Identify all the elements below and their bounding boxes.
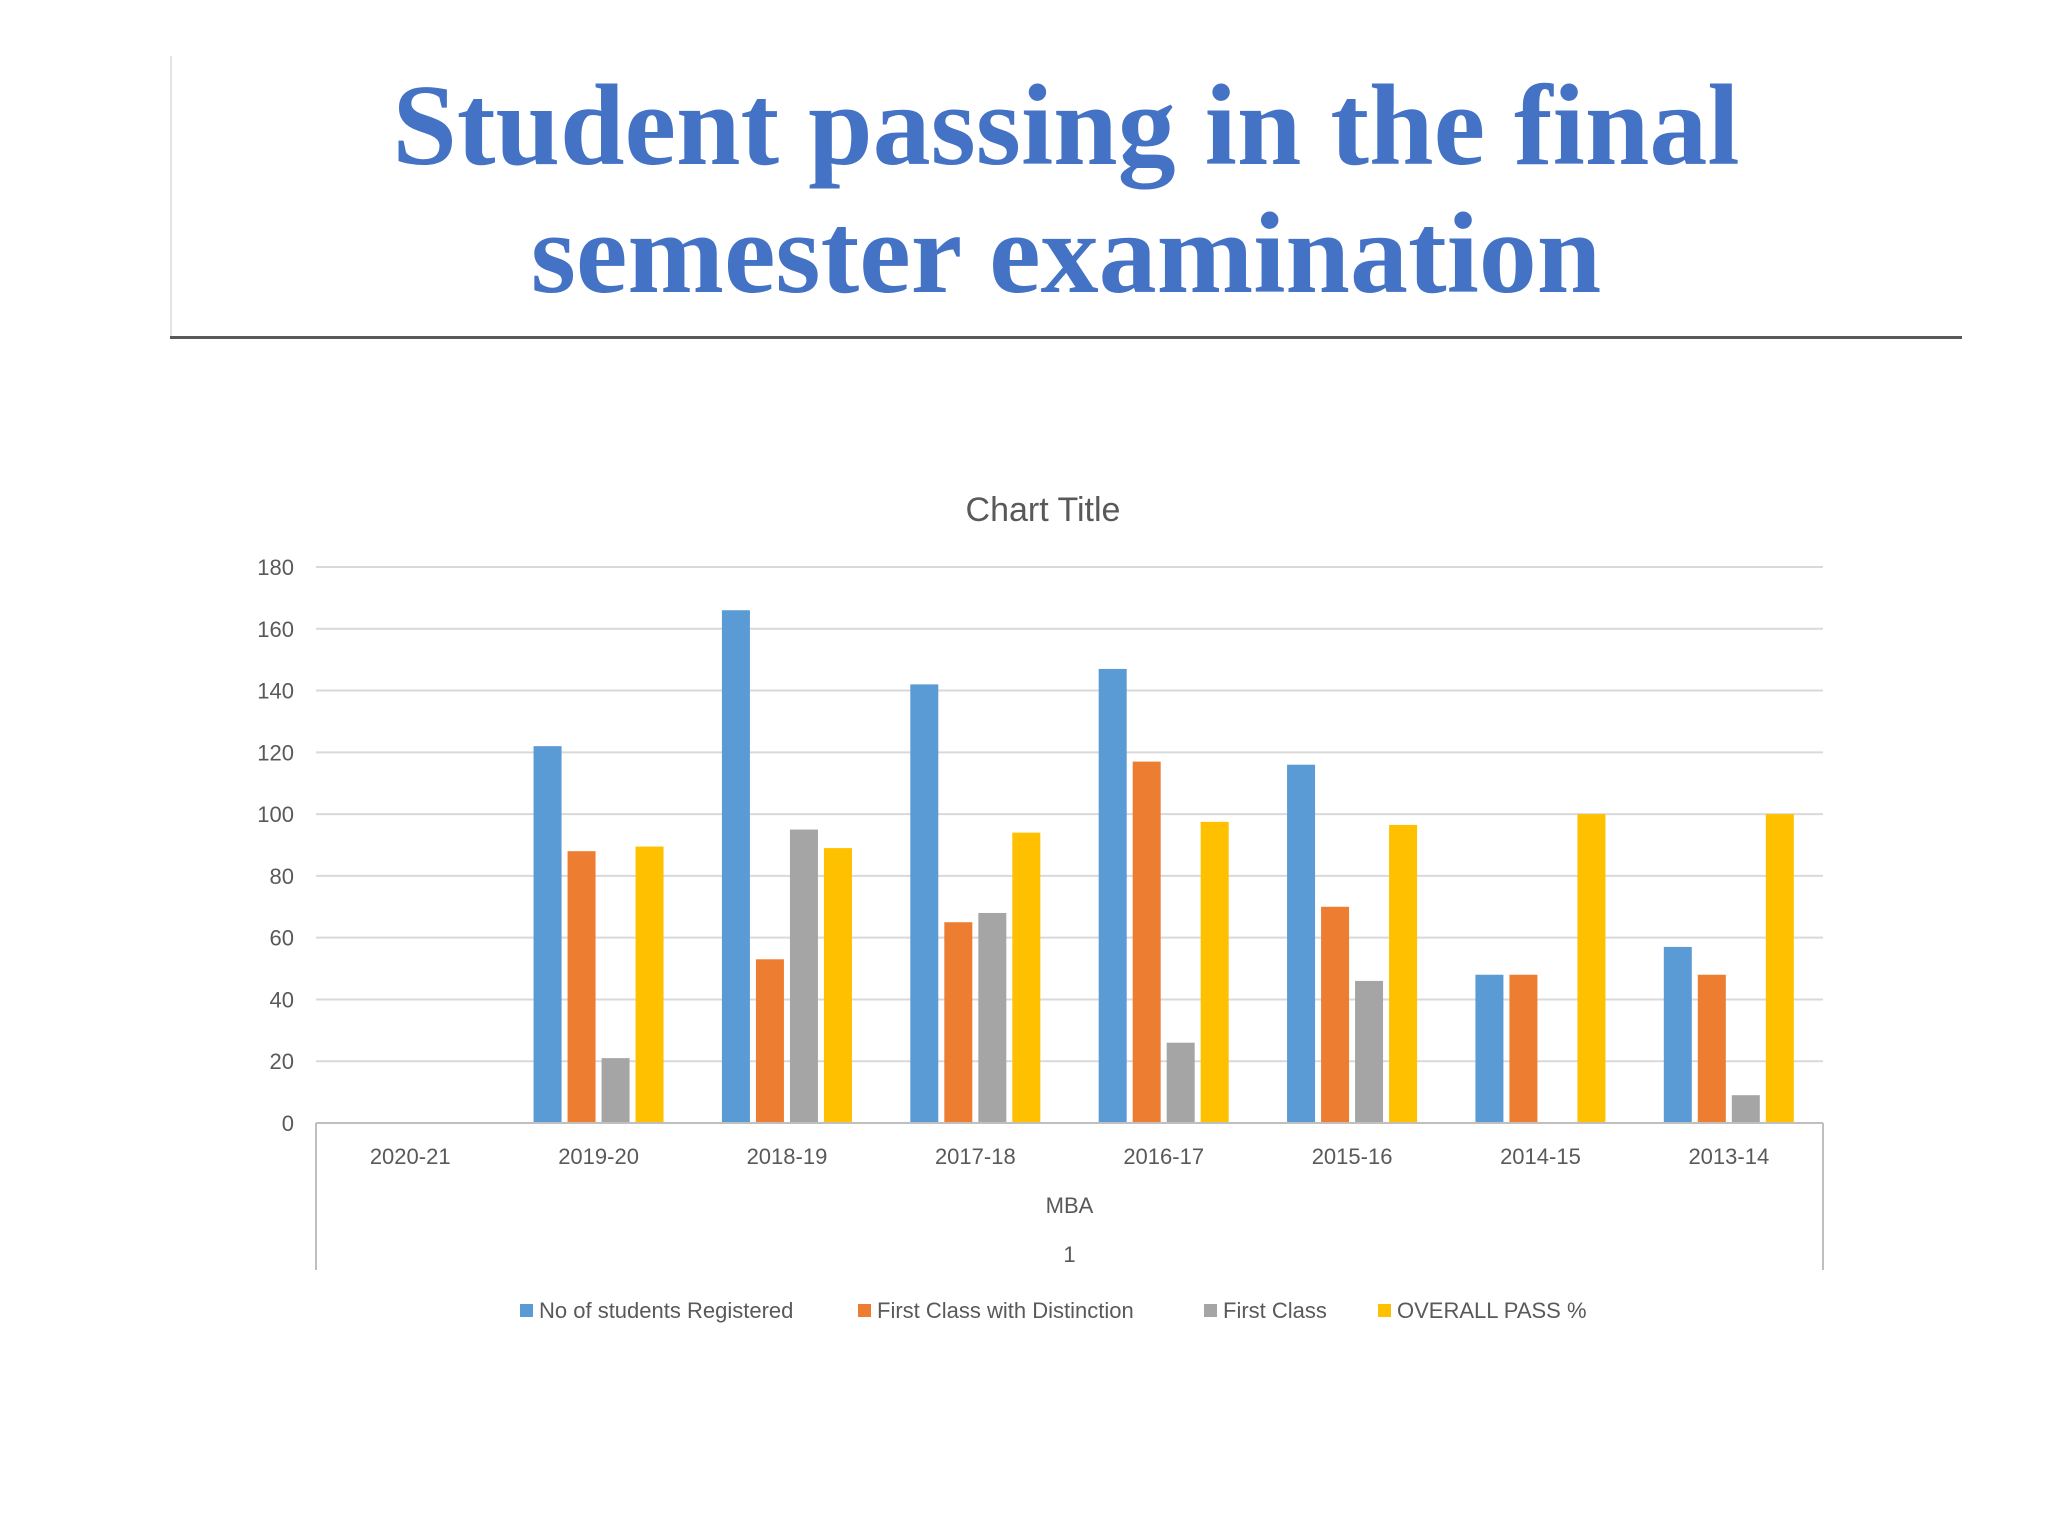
- y-tick-label: 140: [257, 679, 294, 704]
- y-axis: 0 20 40 60 80 100 120 140 160 180: [257, 555, 294, 1136]
- x-axis: 2020-21 2019-20 2018-19 2017-18 2016-17 2015-…: [315, 1122, 1824, 1270]
- bar-2017-18-series-3: [978, 912, 1007, 1123]
- y-tick-label: 20: [270, 1049, 294, 1074]
- x-tick-label: 2014-15: [1500, 1144, 1581, 1169]
- chart-title: Chart Title: [966, 491, 1121, 529]
- legend-item: First Class with Distinction: [858, 1298, 1134, 1323]
- bar-2016-17-series-3: [1166, 1042, 1195, 1123]
- y-tick-label: 60: [270, 926, 294, 951]
- legend: No of students Registered First Class wit…: [520, 1298, 1587, 1323]
- bar-2019-20-series-2: [567, 851, 596, 1123]
- legend-item: OVERALL PASS %: [1378, 1298, 1587, 1323]
- bar-2013-14-series-1: [1663, 946, 1692, 1123]
- legend-swatch: [1378, 1304, 1391, 1317]
- x-tick-label: 2019-20: [558, 1144, 639, 1169]
- title-left-rule: [170, 56, 172, 336]
- bar-2018-19-series-4: [823, 848, 852, 1123]
- x-group-label: 1: [1063, 1242, 1075, 1267]
- legend-swatch: [858, 1304, 871, 1317]
- y-tick-label: 0: [282, 1111, 294, 1136]
- bar-2016-17-series-1: [1098, 668, 1127, 1123]
- bar-2019-20-series-1: [533, 746, 562, 1123]
- x-tick-label: 2013-14: [1688, 1144, 1769, 1169]
- slide-title: Student passing in the final semester ex…: [171, 62, 1961, 318]
- bar-2013-14-series-4: [1765, 814, 1794, 1123]
- legend-swatch: [1204, 1304, 1217, 1317]
- y-tick-label: 80: [270, 864, 294, 889]
- legend-label: No of students Registered: [539, 1298, 793, 1323]
- y-tick-label: 180: [257, 555, 294, 580]
- bar-2017-18-series-1: [910, 684, 939, 1123]
- bar-2014-15-series-4: [1577, 814, 1606, 1123]
- gridlines: [316, 566, 1823, 1063]
- bar-2018-19-series-1: [721, 610, 750, 1123]
- bars: [533, 610, 1794, 1123]
- title-bottom-rule: [170, 336, 1962, 339]
- bar-2015-16-series-4: [1389, 824, 1418, 1123]
- y-tick-label: 40: [270, 987, 294, 1012]
- bar-2016-17-series-2: [1132, 761, 1161, 1123]
- legend-label: First Class: [1223, 1298, 1327, 1323]
- bar-2019-20-series-4: [635, 846, 664, 1123]
- x-group-label: MBA: [1046, 1193, 1094, 1218]
- bar-2015-16-series-1: [1287, 764, 1316, 1123]
- slide-title-line-2: semester examination: [530, 190, 1602, 318]
- x-tick-label: 2018-19: [747, 1144, 828, 1169]
- x-tick-label: 2017-18: [935, 1144, 1016, 1169]
- bar-2015-16-series-3: [1355, 980, 1384, 1123]
- y-tick-label: 160: [257, 617, 294, 642]
- bar-2016-17-series-4: [1200, 821, 1229, 1123]
- bar-2015-16-series-2: [1321, 906, 1350, 1123]
- slide-title-line-1: Student passing in the final: [392, 62, 1740, 190]
- legend-label: OVERALL PASS %: [1397, 1298, 1587, 1323]
- y-tick-label: 120: [257, 740, 294, 765]
- bar-2014-15-series-1: [1475, 974, 1504, 1123]
- bar-2017-18-series-2: [944, 922, 973, 1123]
- bar-2013-14-series-2: [1697, 974, 1726, 1123]
- legend-label: First Class with Distinction: [877, 1298, 1134, 1323]
- bar-2017-18-series-4: [1012, 832, 1041, 1123]
- bar-2014-15-series-2: [1509, 974, 1538, 1123]
- legend-item: First Class: [1204, 1298, 1327, 1323]
- y-tick-label: 100: [257, 802, 294, 827]
- x-tick-label: 2015-16: [1312, 1144, 1393, 1169]
- legend-swatch: [520, 1304, 533, 1317]
- x-tick-label: 2016-17: [1123, 1144, 1204, 1169]
- bar-2018-19-series-3: [789, 829, 818, 1123]
- legend-item: No of students Registered: [520, 1298, 793, 1323]
- bar-2019-20-series-3: [601, 1058, 630, 1123]
- bar-2018-19-series-2: [755, 959, 784, 1123]
- bar-2013-14-series-3: [1731, 1095, 1760, 1123]
- x-tick-label: 2020-21: [370, 1144, 451, 1169]
